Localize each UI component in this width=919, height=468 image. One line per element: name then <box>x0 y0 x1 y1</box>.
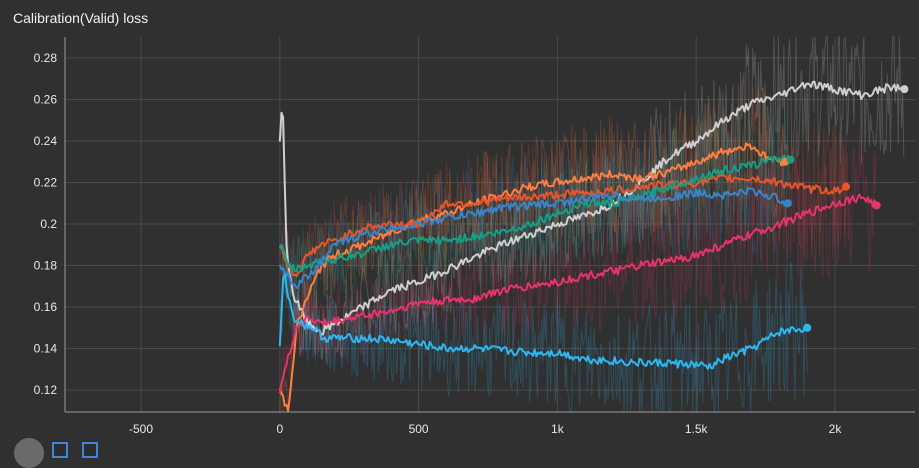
noise-band <box>279 129 788 321</box>
y-tick-label: 0.18 <box>34 259 58 273</box>
series-end-marker <box>842 182 851 191</box>
series-end-marker <box>783 199 792 208</box>
y-tick-label: 0.14 <box>34 342 58 356</box>
expand-icon[interactable] <box>14 438 44 468</box>
series-line <box>278 186 789 289</box>
x-tick-label: 1.5k <box>685 422 709 436</box>
chart-title: Calibration(Valid) loss <box>13 10 149 26</box>
series-line <box>278 193 878 394</box>
noise-band <box>279 244 808 413</box>
y-tick-label: 0.28 <box>34 51 58 65</box>
y-tick-label: 0.12 <box>34 383 58 397</box>
toggle-fit-domain-button[interactable] <box>82 442 98 458</box>
series-line <box>278 174 848 278</box>
y-tick-label: 0.26 <box>34 93 58 107</box>
toggle-log-scale-button[interactable] <box>52 442 68 458</box>
x-tick-labels: -500 0 500 1k 1.5k 2k <box>129 422 842 436</box>
y-tick-label: 0.22 <box>34 176 58 190</box>
x-tick-label: 2k <box>829 422 843 436</box>
y-tick-label: 0.24 <box>34 134 58 148</box>
grid-lines <box>65 37 915 412</box>
y-tick-label: 0.16 <box>34 300 58 314</box>
x-tick-label: 0 <box>276 422 283 436</box>
series-end-marker <box>872 201 881 210</box>
series-end-marker <box>900 85 909 94</box>
series-end-marker <box>803 323 812 332</box>
series-lines <box>278 80 905 412</box>
x-tick-label: -500 <box>129 422 153 436</box>
x-tick-label: 500 <box>409 422 429 436</box>
series-end-markers <box>781 85 909 332</box>
noise-band <box>279 133 877 396</box>
series-end-marker <box>786 155 795 164</box>
y-tick-labels: 0.12 0.14 0.16 0.18 0.2 0.22 0.24 0.26 0.28 <box>34 51 58 397</box>
loss-chart: -500 0 500 1k 1.5k 2k 0.12 0.14 0.16 0.18 0.2 0.22… <box>34 36 915 436</box>
noise-band <box>279 114 847 305</box>
x-tick-label: 1k <box>551 422 565 436</box>
chart-toolbar <box>14 438 134 468</box>
series-line <box>279 154 791 273</box>
y-tick-label: 0.2 <box>40 217 57 231</box>
noise-band <box>279 36 905 363</box>
series-line <box>278 80 905 336</box>
axes <box>64 37 915 413</box>
series-line <box>278 142 786 412</box>
noise-bands <box>279 36 905 413</box>
series-line <box>278 273 808 370</box>
